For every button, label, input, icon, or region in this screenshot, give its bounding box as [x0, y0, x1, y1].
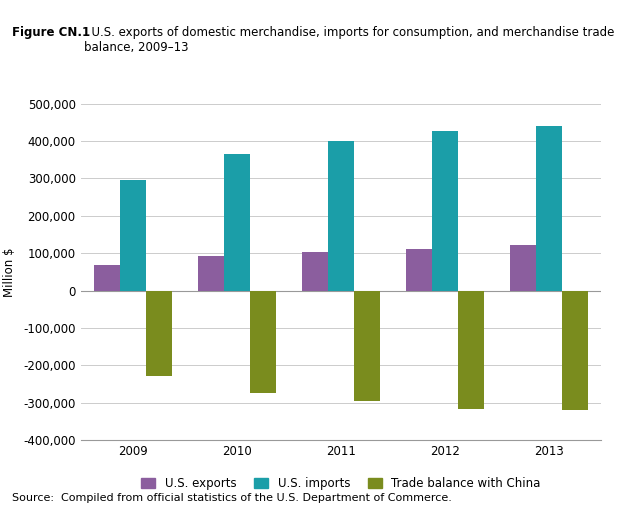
Bar	[432, 132, 458, 291]
Bar	[562, 291, 588, 410]
Bar	[536, 126, 562, 291]
Legend: U.S. exports, U.S. imports, Trade balance with China: U.S. exports, U.S. imports, Trade balanc…	[136, 472, 546, 495]
Bar	[406, 249, 432, 291]
Bar	[224, 154, 250, 291]
Bar	[146, 291, 172, 376]
Bar	[328, 141, 354, 291]
Bar	[458, 291, 484, 409]
Bar	[94, 265, 120, 291]
Text: Source:  Compiled from official statistics of the U.S. Department of Commerce.: Source: Compiled from official statistic…	[12, 493, 452, 503]
Bar	[120, 180, 146, 291]
Bar	[198, 256, 224, 291]
Bar	[510, 245, 536, 291]
Y-axis label: Million $: Million $	[3, 247, 16, 297]
Text: Figure CN.1: Figure CN.1	[12, 26, 91, 39]
Text: U.S. exports of domestic merchandise, imports for consumption, and merchandise t: U.S. exports of domestic merchandise, im…	[84, 26, 614, 54]
Bar	[354, 291, 380, 401]
Bar	[250, 291, 276, 393]
Bar	[302, 252, 328, 291]
